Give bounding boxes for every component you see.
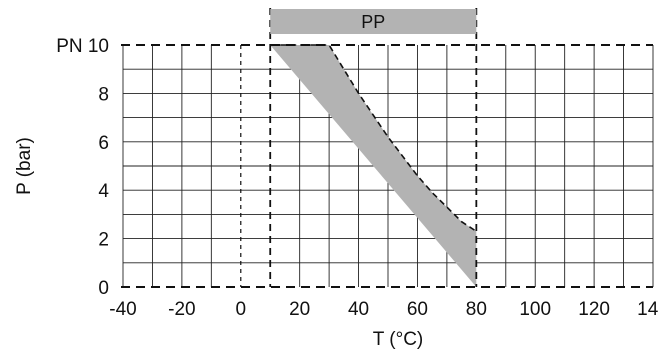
area-series-boundary	[270, 44, 477, 232]
y-tick-label: 6	[98, 133, 109, 154]
band-label: PP	[361, 12, 385, 32]
x-tick-label: 120	[578, 299, 610, 320]
y-axis-title: P (bar)	[14, 137, 35, 195]
material-band: PP	[270, 9, 477, 34]
reference-lines	[121, 8, 653, 288]
y-tick-label: 8	[98, 84, 109, 105]
x-tick-label: -40	[109, 299, 136, 320]
x-tick-label: 80	[466, 299, 487, 320]
x-tick-label: 0	[235, 299, 246, 320]
y-tick-label: 4	[98, 181, 109, 202]
area-layer	[270, 44, 477, 287]
x-tick-label: -20	[168, 299, 195, 320]
y-tick-label-top: PN 10	[56, 36, 109, 57]
x-axis-title: T (°C)	[373, 329, 424, 350]
x-tick-label: 140	[637, 299, 658, 320]
y-tick-label: 0	[98, 278, 109, 299]
x-tick-label: 100	[519, 299, 551, 320]
y-tick-label: 2	[98, 230, 109, 251]
y-tick-labels: 0 2 4 6 8 PN 10	[56, 36, 109, 299]
x-tick-label: 40	[348, 299, 369, 320]
area-series-fill	[270, 45, 477, 287]
x-tick-labels: -40 -20 0 20 40 60 80 100 120 140	[109, 299, 658, 320]
x-tick-label: 20	[289, 299, 310, 320]
band-header-rect	[270, 9, 477, 34]
x-tick-label: 60	[407, 299, 428, 320]
